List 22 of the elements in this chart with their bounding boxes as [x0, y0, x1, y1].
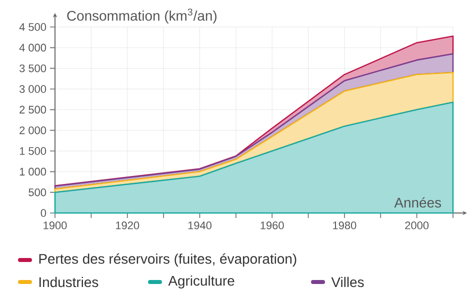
y-tick-label: 1 000	[20, 168, 46, 176]
legend-label: Industries	[39, 276, 98, 288]
x-tick-label: 1920	[116, 222, 140, 230]
y-tick-label: 2 500	[20, 106, 46, 114]
y-tick-label: 4 500	[19, 23, 46, 31]
y-tick-label: 3 000	[19, 85, 46, 93]
y-tick-label: 0	[40, 209, 46, 217]
y-axis-title: Consommation (km$^{3}$/an)	[67, 8, 216, 24]
x-tick-label: 2000	[405, 222, 429, 230]
y-tick-label: 1 500	[20, 147, 46, 155]
y-tick-label: 4 000	[19, 44, 46, 52]
x-tick-label: 1900	[44, 222, 67, 230]
y-tick-label: 500	[28, 188, 46, 196]
legend-label: Agriculture	[168, 275, 234, 288]
x-tick-label: 1960	[260, 222, 284, 230]
x-axis-title: Années	[394, 197, 442, 208]
y-tick-label: 3 500	[19, 64, 46, 72]
y-tick-label: 2 000	[20, 126, 46, 134]
x-tick-label: 1980	[333, 222, 356, 230]
legend-label: Villes	[331, 276, 364, 288]
x-tick-label: 1940	[188, 222, 212, 230]
legend-label: Pertes des réservoirs (fuites, évaporation)	[39, 253, 296, 267]
